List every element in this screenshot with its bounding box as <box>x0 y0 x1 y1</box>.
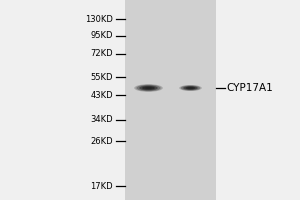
Text: 26KD: 26KD <box>91 136 113 146</box>
Ellipse shape <box>181 85 200 91</box>
Text: 43KD: 43KD <box>91 90 113 99</box>
Text: 72KD: 72KD <box>91 49 113 58</box>
Text: 95KD: 95KD <box>91 31 113 40</box>
Ellipse shape <box>134 84 163 92</box>
Ellipse shape <box>185 87 196 89</box>
Text: 17KD: 17KD <box>91 182 113 191</box>
Text: 130KD: 130KD <box>85 15 113 23</box>
Ellipse shape <box>183 86 198 90</box>
Ellipse shape <box>145 87 152 89</box>
Text: CYP17A1: CYP17A1 <box>226 83 273 93</box>
Ellipse shape <box>179 85 202 91</box>
Text: 55KD: 55KD <box>91 72 113 82</box>
Ellipse shape <box>188 87 193 89</box>
Ellipse shape <box>136 85 160 91</box>
Text: 34KD: 34KD <box>91 116 113 124</box>
Ellipse shape <box>139 86 158 90</box>
Bar <box>124 0 216 200</box>
Ellipse shape <box>142 86 155 90</box>
